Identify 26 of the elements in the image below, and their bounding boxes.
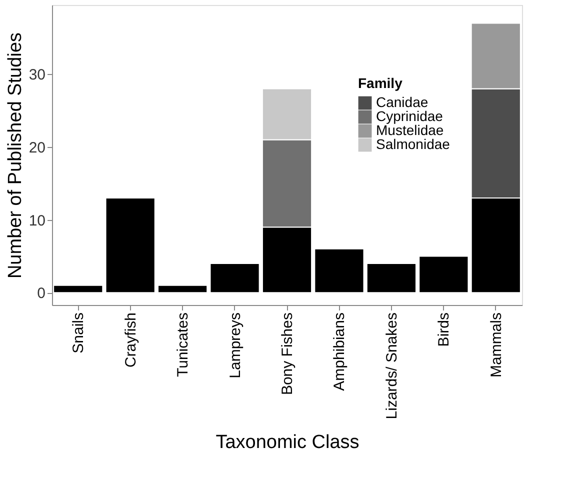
legend-label: Salmonidae <box>376 136 450 152</box>
legend-label: Canidae <box>376 94 428 110</box>
x-tick-label: Mammals <box>488 312 505 378</box>
legend-title: Family <box>358 75 403 91</box>
y-tick-label: 30 <box>28 66 46 84</box>
x-tick-label: Snails <box>70 312 88 354</box>
y-tick-label: 10 <box>28 212 46 230</box>
bar <box>366 262 416 294</box>
x-tick-label: Crayfish <box>122 312 140 368</box>
legend-label: Cyprinidae <box>376 108 444 124</box>
y-tick-label: 0 <box>37 285 46 302</box>
bar <box>210 262 260 294</box>
y-tick-label: 20 <box>28 139 46 156</box>
x-tick-label: Tunicates <box>174 312 192 377</box>
x-axis-title: Taxonomic Class <box>216 432 360 454</box>
x-tick-label: Lizards/ Snakes <box>383 312 400 420</box>
x-tick-label: Bony Fishes <box>279 312 296 396</box>
y-axis-title: Number of Published Studies <box>4 32 26 279</box>
bar <box>158 284 208 294</box>
x-tick-label: Birds <box>436 312 453 347</box>
x-tick-label: Amphibians <box>331 312 348 391</box>
bar <box>418 256 469 294</box>
bar <box>105 197 156 294</box>
bar <box>314 248 364 294</box>
bar <box>53 284 104 294</box>
x-tick-label: Lampreys <box>226 312 244 378</box>
